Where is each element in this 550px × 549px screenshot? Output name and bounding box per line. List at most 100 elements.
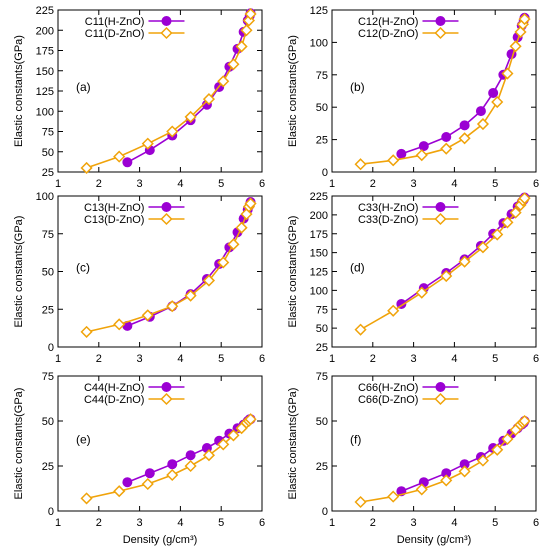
data-point [113,485,126,498]
chart-panel: 0 25 50 75 100 1 2 3 4 5 6 Elastic constants(GPa) (c… [13,191,265,365]
data-point [491,443,504,456]
data-point [415,483,428,496]
series-line [360,18,526,165]
legend-label: C13(D-ZnO) [84,214,145,226]
x-tick-label: 1 [55,517,61,529]
y-tick-label: 225 [310,191,328,203]
y-tick-label: 0 [322,506,328,518]
data-point [184,459,197,473]
data-point [458,465,471,478]
data-point [476,241,490,254]
y-tick-label: 125 [36,86,54,98]
data-point [475,106,486,117]
plot-frame [331,375,537,512]
data-point [396,148,407,159]
data-point [518,13,531,26]
data-point [166,125,179,138]
chart-panel: 0 25 50 75 1 2 3 4 5 6 Elastic constants(GPa) Densi… [13,371,265,546]
data-point [476,117,490,131]
x-tick-label: 5 [492,517,498,529]
x-tick-label: 3 [137,178,143,190]
legend-label: C44(H-ZnO) [84,382,145,394]
data-point [80,161,93,175]
y-tick-label: 100 [36,191,54,203]
y-tick-label: 125 [310,5,328,17]
x-tick-label: 1 [329,178,335,190]
x-tick-label: 6 [259,517,265,529]
data-point [488,87,499,98]
y-tick-label: 75 [316,371,328,383]
x-tick-label: 4 [451,353,457,365]
x-tick-label: 6 [533,353,539,365]
data-point [418,141,429,152]
data-point [244,413,257,426]
data-point [387,304,400,317]
data-point [217,75,230,88]
legend-label: C33(D-ZnO) [358,214,419,226]
series-line [127,201,252,327]
x-tick-label: 2 [370,517,376,529]
x-tick-label: 5 [492,178,498,190]
x-tick-label: 2 [370,178,376,190]
legend-marker [161,16,172,26]
x-tick-label: 6 [533,517,539,529]
series-line [360,420,526,503]
legend-marker [435,382,446,392]
legend-marker [434,392,447,406]
y-tick-label: 75 [42,127,54,139]
x-tick-label: 4 [177,353,183,365]
plot-frame [57,375,263,512]
y-tick-label: 175 [310,229,328,241]
y-tick-label: 25 [316,461,328,473]
legend-marker [161,202,172,212]
data-point [440,269,453,283]
data-point [415,286,428,299]
data-point [113,150,126,163]
data-point [217,438,230,451]
data-point [122,477,133,488]
data-point [184,110,197,123]
y-tick-label: 0 [48,342,54,354]
legend-marker [434,26,447,40]
chart-panel: 25 50 75 100 125 150 175 200 225 1 2 3 4 5 6 Elastic co… [13,5,265,190]
y-tick-label: 50 [42,267,54,279]
y-tick-label: 100 [310,37,328,49]
data-point [227,58,240,71]
y-tick-label: 25 [316,342,328,354]
x-tick-label: 3 [411,517,417,529]
y-axis-label: Elastic constants(GPa) [287,35,299,147]
y-axis-label: Elastic constants(GPa) [13,388,25,500]
data-point [518,192,531,205]
data-point [244,197,257,210]
y-tick-label: 225 [36,5,54,17]
data-point [440,142,453,155]
legend-label: C44(D-ZnO) [84,394,145,406]
x-tick-label: 3 [411,353,417,365]
panel-label: (d) [350,261,365,275]
data-point [387,154,400,167]
y-tick-label: 0 [48,506,54,518]
legend-label: C66(D-ZnO) [358,394,419,406]
x-tick-label: 4 [451,178,457,190]
data-point [144,468,155,479]
y-tick-label: 25 [42,461,54,473]
x-tick-label: 4 [177,517,183,529]
data-point [441,132,452,143]
y-axis-label: Elastic constants(GPa) [287,216,299,328]
legend-label: C66(H-ZnO) [358,382,419,394]
data-point [217,256,230,269]
y-tick-label: 50 [316,416,328,428]
y-axis-label: Elastic constants(GPa) [13,35,25,147]
data-point [202,274,216,287]
x-tick-label: 5 [218,353,224,365]
legend-marker [160,26,173,40]
data-point [202,449,216,462]
x-tick-label: 5 [218,517,224,529]
data-point [501,67,514,80]
y-tick-label: 200 [36,25,54,37]
y-tick-label: 50 [316,102,328,114]
data-point [501,432,514,446]
legend-marker [435,16,446,26]
x-tick-label: 3 [411,178,417,190]
x-tick-label: 5 [492,353,498,365]
